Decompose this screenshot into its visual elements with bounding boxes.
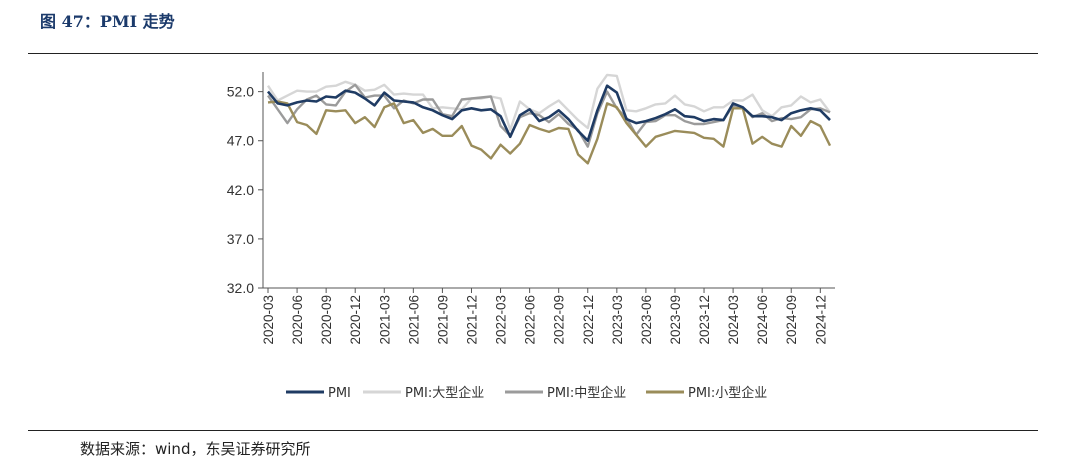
x-tick-label: 2021-12 xyxy=(464,295,479,345)
chart-series xyxy=(266,73,832,165)
legend-label-3: PMI:小型企业 xyxy=(688,385,767,401)
x-tick-label: 2024-03 xyxy=(726,295,741,345)
series-line-0 xyxy=(266,84,831,142)
legend-label-2: PMI:中型企业 xyxy=(547,385,626,401)
x-tick-label: 2020-12 xyxy=(348,295,363,345)
legend-label-0: PMI xyxy=(328,386,351,401)
x-tick-label: 2023-06 xyxy=(639,295,654,345)
series-line-1 xyxy=(266,73,831,132)
chart-legend: PMI PMI:大型企业 PMI:中型企业 PMI:小型企业 xyxy=(286,385,767,401)
bottom-rule xyxy=(28,430,1038,431)
x-tick-label: 2024-12 xyxy=(813,295,828,345)
y-tick-label: 37.0 xyxy=(227,231,254,247)
source-note: 数据来源：wind，东吴证券研究所 xyxy=(80,440,311,458)
x-tick-label: 2023-09 xyxy=(668,295,683,345)
x-tick-label: 2022-06 xyxy=(523,295,538,345)
y-tick-label: 32.0 xyxy=(227,280,254,296)
top-rule xyxy=(28,53,1038,54)
y-tick-label: 52.0 xyxy=(227,84,254,100)
x-tick-label: 2020-09 xyxy=(319,295,334,345)
chart-axes: 32.0 37.0 42.0 47.0 52.0 2020-03 2020-06 2020-0… xyxy=(227,72,835,345)
x-tick-label: 2023-12 xyxy=(697,295,712,345)
x-tick-label: 2022-12 xyxy=(581,295,596,345)
x-tick-label: 2021-09 xyxy=(435,295,450,345)
y-tick-label: 47.0 xyxy=(227,133,254,149)
x-tick-label: 2021-06 xyxy=(406,295,421,345)
figure-title: 图 47：PMI 走势 xyxy=(40,12,175,31)
legend-label-1: PMI:大型企业 xyxy=(405,385,484,401)
y-tick-label: 42.0 xyxy=(227,182,254,198)
series-line-3 xyxy=(267,100,832,165)
x-tick-label: 2022-09 xyxy=(552,295,567,345)
x-tick-label: 2024-09 xyxy=(784,295,799,345)
x-tick-label: 2020-03 xyxy=(261,295,276,345)
x-tick-label: 2021-03 xyxy=(377,295,392,345)
x-tick-label: 2022-03 xyxy=(494,295,509,345)
x-tick-label: 2020-06 xyxy=(290,295,305,345)
x-tick-label: 2024-06 xyxy=(755,295,770,345)
x-tick-label: 2023-03 xyxy=(610,295,625,345)
